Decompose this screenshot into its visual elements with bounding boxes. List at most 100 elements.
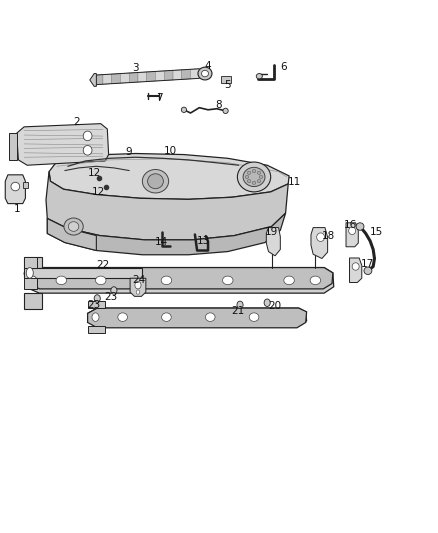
Polygon shape xyxy=(49,154,289,199)
Polygon shape xyxy=(112,74,120,84)
Ellipse shape xyxy=(317,233,325,241)
Polygon shape xyxy=(24,268,334,293)
Polygon shape xyxy=(88,326,105,333)
Ellipse shape xyxy=(26,268,33,278)
Text: 10: 10 xyxy=(164,147,177,156)
Polygon shape xyxy=(129,72,138,83)
Polygon shape xyxy=(17,124,109,165)
Ellipse shape xyxy=(83,131,92,141)
Polygon shape xyxy=(24,257,37,268)
Polygon shape xyxy=(155,71,164,81)
Polygon shape xyxy=(30,268,333,289)
Ellipse shape xyxy=(249,313,259,321)
Text: 13: 13 xyxy=(197,236,210,246)
Text: 6: 6 xyxy=(280,62,287,71)
Polygon shape xyxy=(24,293,42,309)
Text: 15: 15 xyxy=(370,227,383,237)
Polygon shape xyxy=(182,69,191,79)
Text: 12: 12 xyxy=(88,168,101,178)
Text: 4: 4 xyxy=(204,61,211,71)
Text: 5: 5 xyxy=(224,80,231,90)
Ellipse shape xyxy=(223,276,233,285)
Text: 2: 2 xyxy=(73,117,80,126)
Ellipse shape xyxy=(252,181,256,184)
Polygon shape xyxy=(46,172,288,240)
Text: 19: 19 xyxy=(265,227,278,237)
Text: 22: 22 xyxy=(96,261,110,270)
Polygon shape xyxy=(191,69,199,79)
Ellipse shape xyxy=(181,107,187,112)
Text: 18: 18 xyxy=(322,231,335,240)
Polygon shape xyxy=(164,70,173,80)
Ellipse shape xyxy=(237,301,243,309)
Text: 3: 3 xyxy=(132,63,139,73)
Ellipse shape xyxy=(198,67,212,80)
Ellipse shape xyxy=(64,218,83,235)
Ellipse shape xyxy=(136,290,140,294)
Ellipse shape xyxy=(257,180,261,183)
Ellipse shape xyxy=(364,267,372,274)
Polygon shape xyxy=(221,76,231,83)
Ellipse shape xyxy=(162,313,171,321)
Text: 20: 20 xyxy=(268,302,282,311)
Ellipse shape xyxy=(161,276,172,285)
Polygon shape xyxy=(5,175,25,204)
Ellipse shape xyxy=(310,276,321,285)
Ellipse shape xyxy=(68,222,79,231)
Polygon shape xyxy=(90,74,96,86)
Polygon shape xyxy=(346,223,358,247)
Ellipse shape xyxy=(259,175,263,179)
Polygon shape xyxy=(24,278,37,289)
Polygon shape xyxy=(23,182,28,188)
Ellipse shape xyxy=(94,295,100,302)
Ellipse shape xyxy=(257,171,261,174)
Ellipse shape xyxy=(252,169,256,173)
Text: 24: 24 xyxy=(133,275,146,285)
Ellipse shape xyxy=(83,146,92,155)
Polygon shape xyxy=(88,308,307,326)
Text: 1: 1 xyxy=(13,204,20,214)
Text: 12: 12 xyxy=(92,187,105,197)
Text: 11: 11 xyxy=(288,177,301,187)
Text: 8: 8 xyxy=(215,100,223,110)
Polygon shape xyxy=(47,213,286,255)
Polygon shape xyxy=(266,228,280,256)
Polygon shape xyxy=(120,73,129,83)
Polygon shape xyxy=(88,308,307,328)
Text: 7: 7 xyxy=(156,93,163,103)
Ellipse shape xyxy=(264,299,270,306)
Ellipse shape xyxy=(95,276,106,285)
Polygon shape xyxy=(47,219,96,251)
Text: 17: 17 xyxy=(360,259,374,269)
Ellipse shape xyxy=(11,182,20,191)
Ellipse shape xyxy=(245,175,249,179)
Ellipse shape xyxy=(28,276,37,287)
Ellipse shape xyxy=(111,287,117,294)
Text: 16: 16 xyxy=(344,221,357,230)
Polygon shape xyxy=(9,133,17,160)
Ellipse shape xyxy=(223,108,228,114)
Ellipse shape xyxy=(256,74,262,79)
Polygon shape xyxy=(173,70,182,80)
Ellipse shape xyxy=(243,167,265,187)
Ellipse shape xyxy=(237,162,271,192)
Polygon shape xyxy=(24,268,142,278)
Ellipse shape xyxy=(352,263,359,270)
Ellipse shape xyxy=(205,313,215,321)
Ellipse shape xyxy=(201,70,208,77)
Polygon shape xyxy=(147,71,155,82)
Ellipse shape xyxy=(135,281,141,289)
Ellipse shape xyxy=(56,276,67,285)
Polygon shape xyxy=(94,75,103,85)
Ellipse shape xyxy=(349,227,356,235)
Polygon shape xyxy=(24,257,42,268)
Ellipse shape xyxy=(118,313,127,321)
Polygon shape xyxy=(311,228,328,259)
Polygon shape xyxy=(88,301,105,308)
Ellipse shape xyxy=(356,223,364,230)
Ellipse shape xyxy=(284,276,294,285)
Ellipse shape xyxy=(247,171,251,174)
Text: 23: 23 xyxy=(104,292,117,302)
Text: 21: 21 xyxy=(231,306,244,316)
Polygon shape xyxy=(138,72,147,82)
